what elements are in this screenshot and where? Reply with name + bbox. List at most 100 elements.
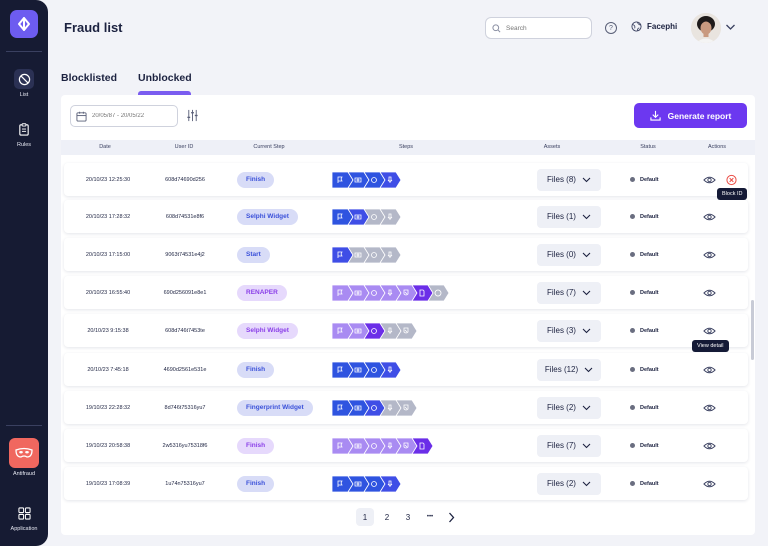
generate-report-button[interactable]: Generate report (634, 103, 747, 128)
eye-icon[interactable] (703, 365, 716, 374)
table-row[interactable]: 19/10/23 17:08:39 1u74n75316yu7 Finish F… (64, 467, 748, 500)
steps-progress (332, 322, 418, 339)
step-icon (387, 442, 393, 449)
eye-icon[interactable] (703, 479, 716, 488)
scrollbar[interactable] (751, 300, 754, 360)
assets-dropdown[interactable]: Files (8) (537, 168, 601, 191)
sidebar-item-antifraud[interactable]: Antifraud (0, 438, 48, 477)
column-header-user-id[interactable]: User ID (174, 144, 194, 150)
table-row[interactable]: 20/10/23 12:25:30 608d74690d256 Finish F… (64, 163, 748, 196)
status-dot (630, 328, 635, 333)
table-row[interactable]: 20/10/23 17:15:00 9063t74531e4j2 Start F… (64, 238, 748, 271)
tab-blocklisted[interactable]: Blocklisted (61, 72, 118, 84)
column-header-steps[interactable]: Steps (398, 144, 414, 150)
date-range-picker[interactable] (70, 105, 178, 127)
assets-dropdown[interactable]: Files (7) (537, 434, 601, 457)
sidebar-item-rules[interactable]: Rules (0, 119, 48, 148)
step-icon (337, 327, 343, 334)
column-header-assets[interactable]: Assets (543, 144, 561, 150)
org-selector[interactable]: Facephi (631, 21, 677, 32)
column-header-date[interactable]: Date (99, 144, 111, 150)
table-row[interactable]: 19/10/23 22:28:32 8d746t75316yu7 Fingerp… (64, 391, 748, 424)
step-chevron (363, 322, 386, 339)
step-chevron (379, 437, 402, 454)
current-step-badge: Finish (237, 437, 275, 454)
step-chevron (347, 208, 370, 225)
step-icon (337, 366, 343, 373)
chevron-down-icon (582, 252, 591, 257)
table-row[interactable]: 20/10/23 16:55:40 690d256091e8e1 RENAPER… (64, 276, 748, 309)
chevron-down-icon (582, 328, 591, 333)
column-header-status[interactable]: Status (640, 144, 656, 150)
pagination-next[interactable] (444, 508, 458, 526)
step-chevron (379, 246, 402, 263)
step-icon (354, 252, 362, 257)
chevron-down-icon[interactable] (725, 23, 736, 31)
row-user-id: 1u74n75316yu7 (165, 480, 205, 487)
column-header-current-step[interactable]: Current Step (253, 144, 285, 150)
table-row[interactable]: 20/10/23 7:45:18 4690d2561e531e Finish F… (64, 353, 748, 386)
step-icon (371, 213, 377, 220)
row-date: 19/10/23 22:28:32 (85, 404, 131, 411)
avatar[interactable] (691, 13, 721, 43)
pagination-page-3[interactable]: 3 (405, 512, 411, 522)
status-dot (630, 290, 635, 295)
sidebar-item-list[interactable]: List (0, 69, 48, 98)
step-icon (387, 251, 393, 258)
ban-icon (14, 69, 34, 89)
eye-icon[interactable] (703, 175, 716, 184)
step-icon (387, 480, 393, 487)
step-chevron (363, 284, 386, 301)
step-icon (371, 289, 377, 296)
app-logo[interactable] (10, 10, 38, 38)
chevron-down-icon (582, 177, 591, 182)
assets-label: Files (12) (544, 365, 579, 374)
block-icon[interactable] (726, 174, 737, 185)
pagination-page-2[interactable]: 2 (384, 512, 390, 522)
step-chevron (347, 437, 370, 454)
assets-label: Files (8) (547, 175, 576, 184)
step-icon (403, 327, 409, 333)
help-icon[interactable]: ? (605, 22, 617, 34)
eye-icon[interactable] (703, 326, 716, 335)
eye-icon[interactable] (703, 250, 716, 259)
eye-icon[interactable] (703, 288, 716, 297)
assets-dropdown[interactable]: Files (0) (537, 243, 601, 266)
step-icon (354, 290, 362, 295)
assets-dropdown[interactable]: Files (2) (537, 472, 601, 495)
status-dot (630, 214, 635, 219)
step-icon (371, 251, 377, 258)
assets-label: Files (3) (547, 326, 576, 335)
sidebar-item-application[interactable]: Application (0, 503, 48, 532)
pagination-ellipsis: ••• (426, 514, 434, 520)
date-range-input[interactable] (92, 113, 172, 119)
steps-progress (332, 284, 450, 301)
step-icon (337, 404, 343, 411)
column-header-actions[interactable]: Actions (707, 144, 727, 150)
eye-icon[interactable] (703, 403, 716, 412)
row-user-id: 608d74531e8f6 (165, 213, 205, 220)
step-chevron (363, 361, 386, 378)
assets-dropdown[interactable]: Files (2) (537, 396, 601, 419)
status-label: Default (640, 442, 659, 449)
step-chevron (363, 475, 386, 492)
tab-unblocked[interactable]: Unblocked (138, 72, 192, 84)
steps-progress (332, 208, 402, 225)
step-chevron (379, 171, 402, 188)
status-dot (630, 367, 635, 372)
eye-icon[interactable] (703, 212, 716, 221)
table-row[interactable]: 20/10/23 9:15:38 608d746t7453te Selphi W… (64, 314, 748, 347)
table-row[interactable]: 20/10/23 17:28:32 608d74531e8f6 Selphi W… (64, 200, 748, 233)
assets-dropdown[interactable]: Files (1) (537, 205, 601, 228)
assets-dropdown[interactable]: Files (3) (537, 319, 601, 342)
sliders-icon[interactable] (186, 109, 199, 122)
assets-dropdown[interactable]: Files (7) (537, 281, 601, 304)
step-chevron (347, 246, 370, 263)
pagination-page-1[interactable]: 1 (356, 508, 374, 526)
search-box[interactable] (485, 17, 592, 39)
table-row[interactable]: 19/10/23 20:58:38 2w5316yu75318f6 Finish… (64, 429, 748, 462)
assets-dropdown[interactable]: Files (12) (537, 358, 601, 381)
step-chevron (379, 475, 402, 492)
search-input[interactable] (506, 24, 586, 32)
eye-icon[interactable] (703, 441, 716, 450)
